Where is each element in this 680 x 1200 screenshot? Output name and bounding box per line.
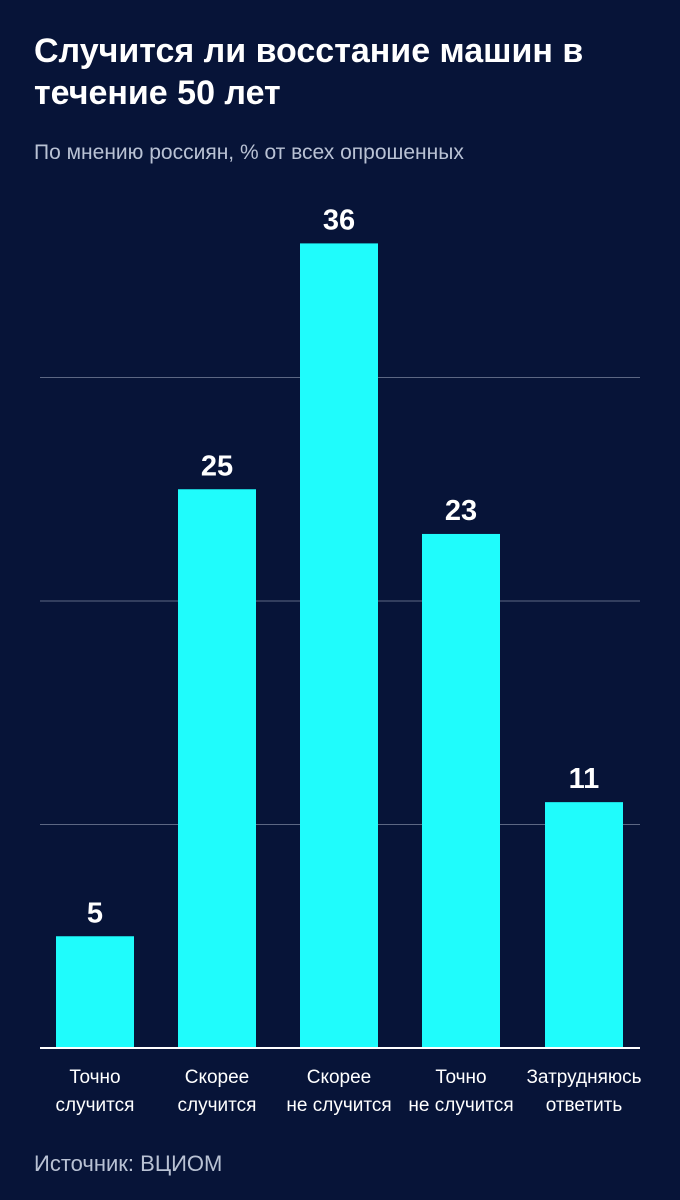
category-label: Скорее — [185, 1067, 250, 1088]
category-label: случится — [56, 1095, 135, 1116]
source-note: Источник: ВЦИОМ — [34, 1151, 223, 1176]
category-label: Точно — [435, 1067, 486, 1088]
bar — [422, 533, 500, 1048]
chart-title: Случится ли восстание машин в течение 50… — [34, 32, 584, 112]
category-label: не случится — [408, 1095, 513, 1116]
category-label: Точно — [69, 1067, 120, 1088]
chart-subtitle: По мнению россиян, % от всех опрошенных — [34, 141, 464, 164]
data-label: 23 — [445, 495, 477, 527]
bar — [56, 936, 134, 1048]
data-label: 5 — [87, 897, 103, 929]
bar — [545, 802, 623, 1048]
category-label: Скорее — [307, 1067, 372, 1088]
category-label: не случится — [286, 1095, 391, 1116]
category-label: Затрудняюсь — [526, 1067, 641, 1088]
category-label: ответить — [546, 1095, 623, 1116]
bar — [178, 489, 256, 1048]
category-label: случится — [178, 1095, 257, 1116]
data-label: 25 — [201, 450, 233, 482]
data-label: 36 — [323, 204, 355, 236]
bar — [300, 243, 378, 1048]
data-label: 11 — [569, 763, 600, 795]
